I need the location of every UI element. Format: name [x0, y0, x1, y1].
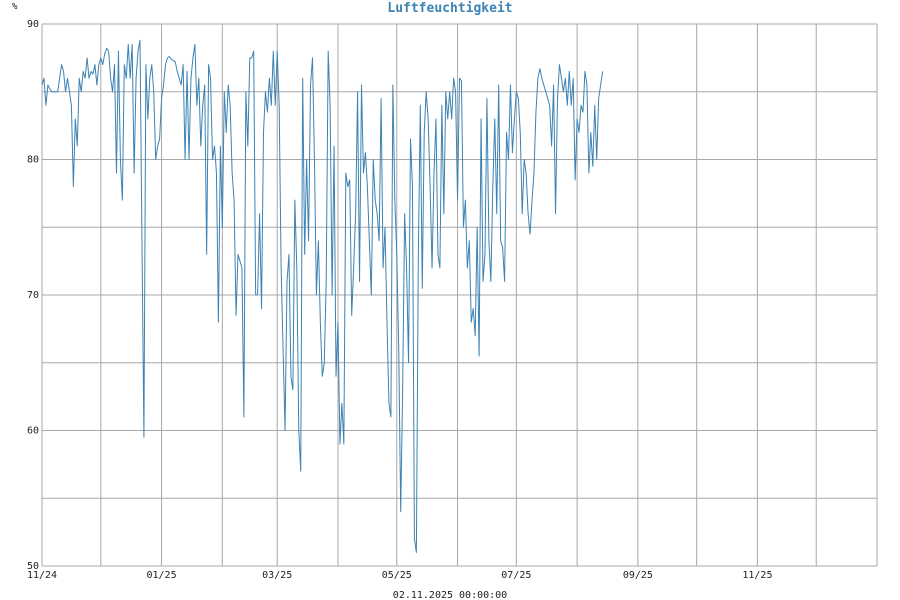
y-axis-unit: % — [12, 2, 18, 12]
chart-gridlines — [41, 23, 878, 567]
y-tick-label: 50 — [27, 561, 39, 572]
x-tick-label: 07/25 — [501, 570, 531, 581]
y-tick-label: 80 — [27, 155, 39, 166]
x-tick-label: 11/24 — [27, 570, 57, 581]
x-tick-label: 11/25 — [742, 570, 772, 581]
x-tick-label: 05/25 — [382, 570, 412, 581]
y-tick-label: 70 — [27, 290, 39, 301]
x-tick-label: 09/25 — [623, 570, 653, 581]
chart-title: Luftfeuchtigkeit — [387, 1, 512, 16]
y-tick-label: 60 — [27, 426, 39, 437]
x-axis-tick-labels: 11/24 01/25 03/25 05/25 07/25 09/25 11/25 — [27, 570, 773, 581]
x-tick-label: 01/25 — [147, 570, 177, 581]
y-axis-tick-labels: 50 60 70 80 90 — [27, 19, 39, 572]
x-tick-label: 03/25 — [262, 570, 292, 581]
humidity-series-line — [41, 39, 604, 553]
chart-timestamp: 02.11.2025 00:00:00 — [393, 590, 507, 600]
y-tick-label: 90 — [27, 19, 39, 30]
